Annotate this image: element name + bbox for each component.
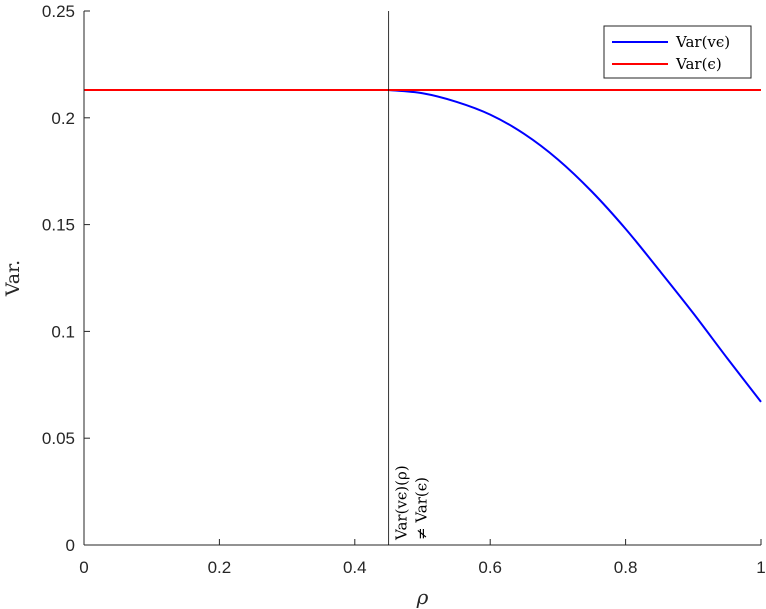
legend-label: Var(vϵ): [675, 33, 730, 51]
legend-box: [603, 25, 752, 79]
vline-annotation: Var(vϵ)(ρ) ≠ Var(ϵ): [388, 11, 431, 545]
y-tick-label: 0.15: [42, 216, 75, 235]
legend-label: Var(ϵ): [675, 55, 722, 73]
y-tick-label: 0: [66, 536, 75, 555]
y-tick-label: 0.2: [51, 109, 75, 128]
axes: [83, 11, 761, 546]
ticks: 0 0.2 0.4 0.6 0.8 1 0 0.05 0.1 0.15 0.2 0.25: [42, 2, 766, 577]
x-tick-label: 0: [79, 558, 88, 577]
y-tick-label: 0.25: [42, 2, 75, 21]
vline-annotation-text: Var(vϵ)(ρ): [393, 465, 411, 541]
plot-area: [84, 89, 762, 403]
x-tick-label: 0.2: [208, 558, 232, 577]
y-tick-label: 0.05: [42, 429, 75, 448]
x-tick-label: 0.6: [478, 558, 502, 577]
vline-annotation-text: ≠ Var(ϵ): [413, 477, 431, 540]
legend: Var(vϵ) Var(ϵ): [603, 25, 752, 79]
x-tick-label: 0.8: [614, 558, 638, 577]
y-axis-label: Var.: [2, 260, 24, 297]
x-axis-label: ρ: [416, 585, 429, 609]
series-line-0: [388, 89, 762, 403]
x-tick-label: 0.4: [343, 558, 367, 577]
y-tick-label: 0.1: [51, 322, 75, 341]
x-tick-label: 1: [756, 558, 765, 577]
